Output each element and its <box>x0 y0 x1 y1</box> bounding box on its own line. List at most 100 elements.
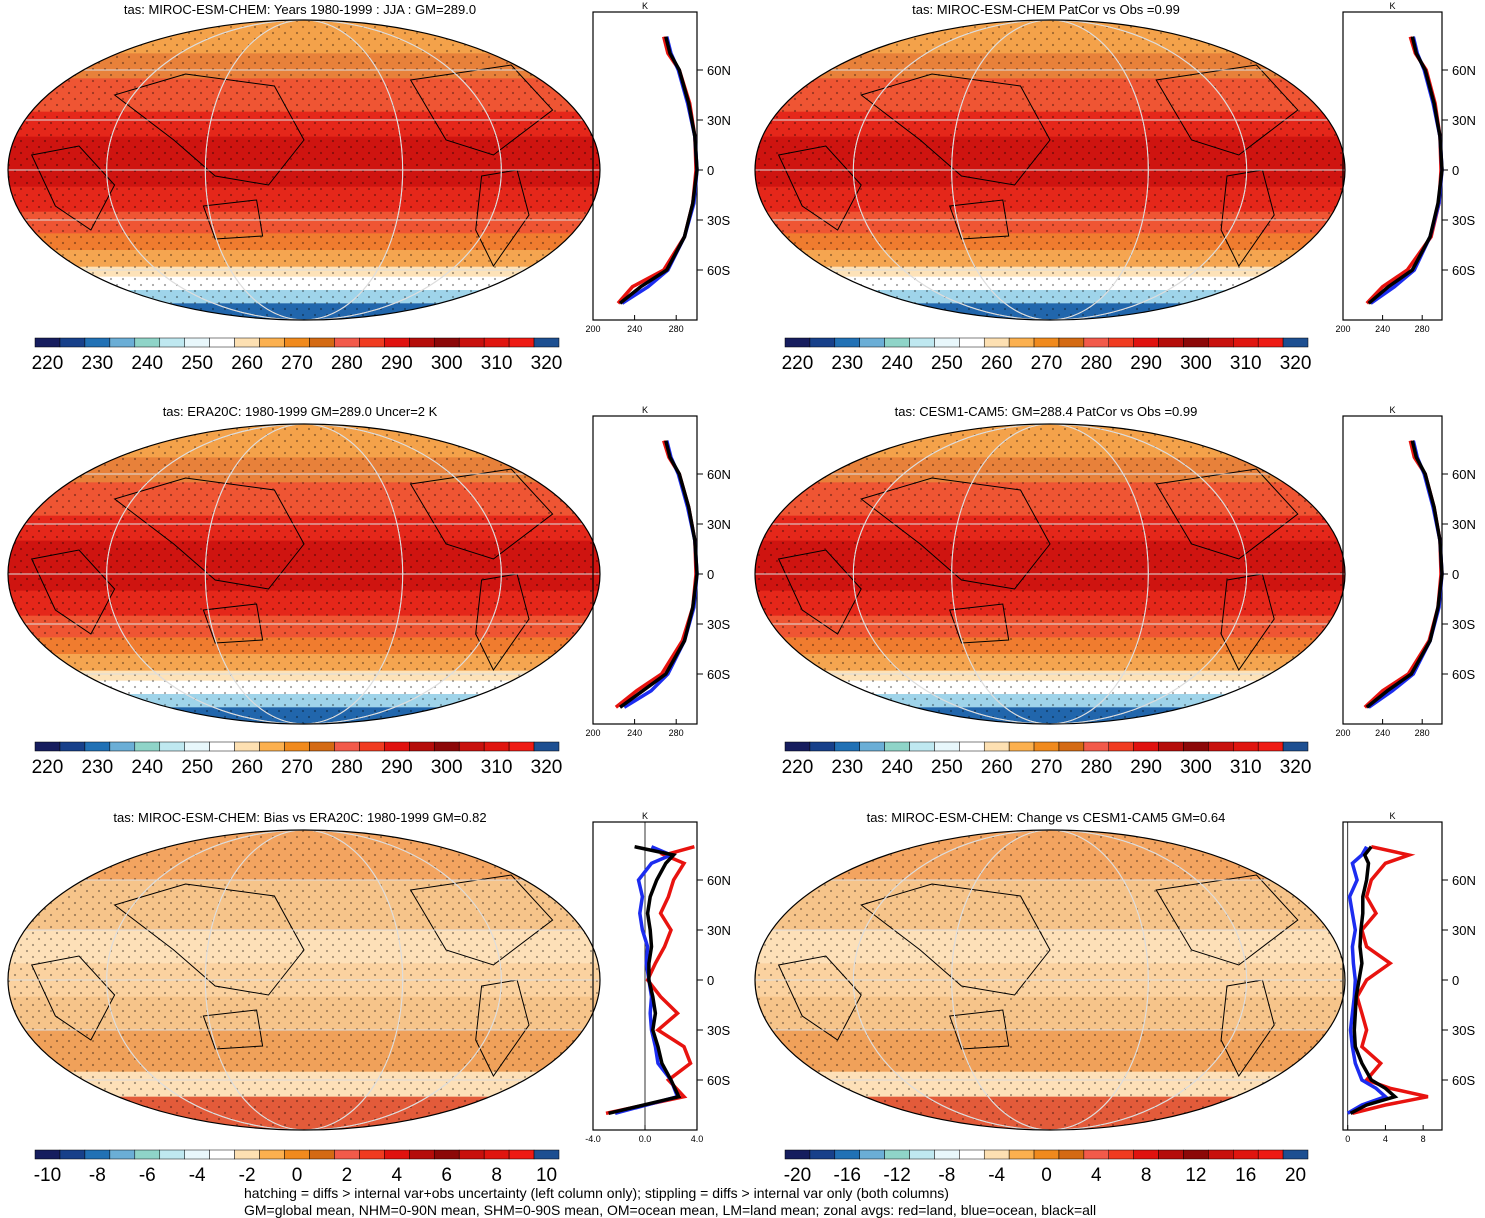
colorbar-swatch <box>809 1149 836 1160</box>
colorbar-tick-label: 240 <box>131 353 163 374</box>
map-panel-4 <box>754 423 1346 725</box>
zonal-xtick-label: 0 <box>1345 1134 1350 1144</box>
graticule-meridian <box>106 830 502 1130</box>
colorbar-tick-label: 320 <box>1280 353 1312 374</box>
colorbar-swatch <box>934 741 960 752</box>
colorbar-tick-label: 220 <box>782 757 814 778</box>
zonal-ytick-label: 0 <box>707 973 714 988</box>
colorbar-swatch <box>1033 741 1060 752</box>
colorbar-swatch <box>959 741 985 752</box>
zonal-xtick-label: 200 <box>1335 728 1350 738</box>
colorbar-tick-label: 290 <box>1130 353 1162 374</box>
colorbar-swatch <box>1108 741 1134 752</box>
colorbar-tick-label: -4 <box>988 1165 1005 1186</box>
map-panel-3 <box>7 423 601 725</box>
colorbar-tick-label: 8 <box>491 1165 502 1186</box>
colorbar-swatch <box>483 337 510 348</box>
colorbar-swatch <box>359 337 385 348</box>
zonal-xtick-label: 240 <box>1375 728 1390 738</box>
colorbar-swatch <box>409 741 435 752</box>
zonal-xtick-label: 280 <box>1415 324 1430 334</box>
zonal-ytick-label: 30N <box>707 113 731 128</box>
zonal-ytick-label: 60N <box>707 873 731 888</box>
colorbar-swatch <box>884 1149 910 1160</box>
colorbar-swatch <box>983 1149 1010 1160</box>
colorbar-tick-label: -8 <box>89 1165 106 1186</box>
continent-outline <box>30 145 116 231</box>
colorbar-swatch <box>508 1149 535 1160</box>
graticule-meridian <box>951 20 1149 320</box>
colorbar-1: 220 230 240 250 260 270 280 290 300 310 320 <box>32 337 563 374</box>
colorbar-swatch <box>1257 337 1284 348</box>
zonal-frame <box>1342 821 1443 1131</box>
colorbar-swatch <box>909 337 935 348</box>
colorbar-tick-label: -20 <box>784 1165 811 1186</box>
colorbar-tick-label: 2 <box>342 1165 353 1186</box>
colorbar-swatch <box>1033 337 1060 348</box>
colorbar-swatch <box>84 337 111 348</box>
zonal-frame <box>592 415 698 725</box>
zonal-profile-4: K 200 240 280 60N 30N 0 30S 60S <box>1335 405 1475 738</box>
colorbar-swatch <box>34 337 61 348</box>
zonal-line-land <box>605 845 695 1116</box>
colorbar-swatch <box>934 1149 960 1160</box>
zonal-xtick-label: 4.0 <box>691 1134 704 1144</box>
colorbar-swatch <box>1208 337 1234 348</box>
map-field <box>8 830 600 1130</box>
zonal-xtick-label: 280 <box>1415 728 1430 738</box>
colorbar-tick-label: 300 <box>431 353 463 374</box>
continent-outline <box>1220 979 1275 1077</box>
colorbar-tick-label: 220 <box>782 353 814 374</box>
colorbar-swatch <box>834 337 860 348</box>
zonal-ytick-label: 60S <box>707 1073 730 1088</box>
colorbar-swatch <box>1058 1149 1085 1160</box>
colorbar-2: 220 230 240 250 260 270 280 290 300 310 320 <box>782 337 1312 374</box>
zonal-line-land <box>1363 440 1443 709</box>
continent-outline <box>949 1009 1010 1050</box>
colorbar-swatch <box>259 1149 285 1160</box>
colorbar-swatch <box>134 741 161 752</box>
colorbar-tick-label: 320 <box>531 757 563 778</box>
map-field <box>8 20 600 320</box>
colorbar-swatch <box>134 337 161 348</box>
colorbar-swatch <box>533 337 560 348</box>
zonal-ytick-label: 30S <box>707 617 730 632</box>
colorbar-tick-label: 250 <box>181 757 213 778</box>
zonal-line-ocean <box>621 36 699 305</box>
colorbar-tick-label: 310 <box>481 353 513 374</box>
continent-outline <box>860 477 1051 590</box>
colorbar-swatch <box>209 337 235 348</box>
colorbar-swatch <box>1158 741 1184 752</box>
colorbar-tick-label: 4 <box>392 1165 403 1186</box>
map-field <box>755 20 1345 320</box>
colorbar-swatch <box>109 741 136 752</box>
zonal-line-land <box>614 440 698 709</box>
colorbar-swatch <box>483 741 510 752</box>
colorbar-tick-label: 260 <box>231 757 263 778</box>
colorbar-swatch <box>1083 337 1110 348</box>
colorbar-tick-label: 310 <box>1230 757 1262 778</box>
colorbar-tick-label: -10 <box>34 1165 61 1186</box>
colorbar-swatch <box>259 337 285 348</box>
colorbar-tick-label: 320 <box>531 353 563 374</box>
graticule-meridian <box>951 424 1149 724</box>
map-border <box>7 829 601 1131</box>
colorbar-tick-label: -6 <box>139 1165 156 1186</box>
colorbar-tick-label: -12 <box>883 1165 910 1186</box>
continent-outline <box>1220 169 1275 267</box>
graticule-meridian <box>106 424 502 724</box>
colorbar-swatch <box>784 337 811 348</box>
colorbar-tick-label: 290 <box>381 353 413 374</box>
colorbar-swatch <box>159 337 185 348</box>
zonal-ytick-label: 30S <box>1452 1023 1475 1038</box>
continent-outline <box>475 979 530 1077</box>
colorbar-swatch <box>84 741 111 752</box>
footer-note-legend: GM=global mean, NHM=0-90N mean, SHM=0-90… <box>244 1202 1097 1218</box>
colorbar-swatch <box>309 337 335 348</box>
colorbar-swatch <box>1083 741 1110 752</box>
continent-outline <box>113 883 305 996</box>
colorbar-swatch <box>433 337 460 348</box>
colorbar-swatch <box>458 1149 485 1160</box>
colorbar-swatch <box>1257 1149 1284 1160</box>
colorbar-tick-label: 16 <box>1235 1165 1256 1186</box>
